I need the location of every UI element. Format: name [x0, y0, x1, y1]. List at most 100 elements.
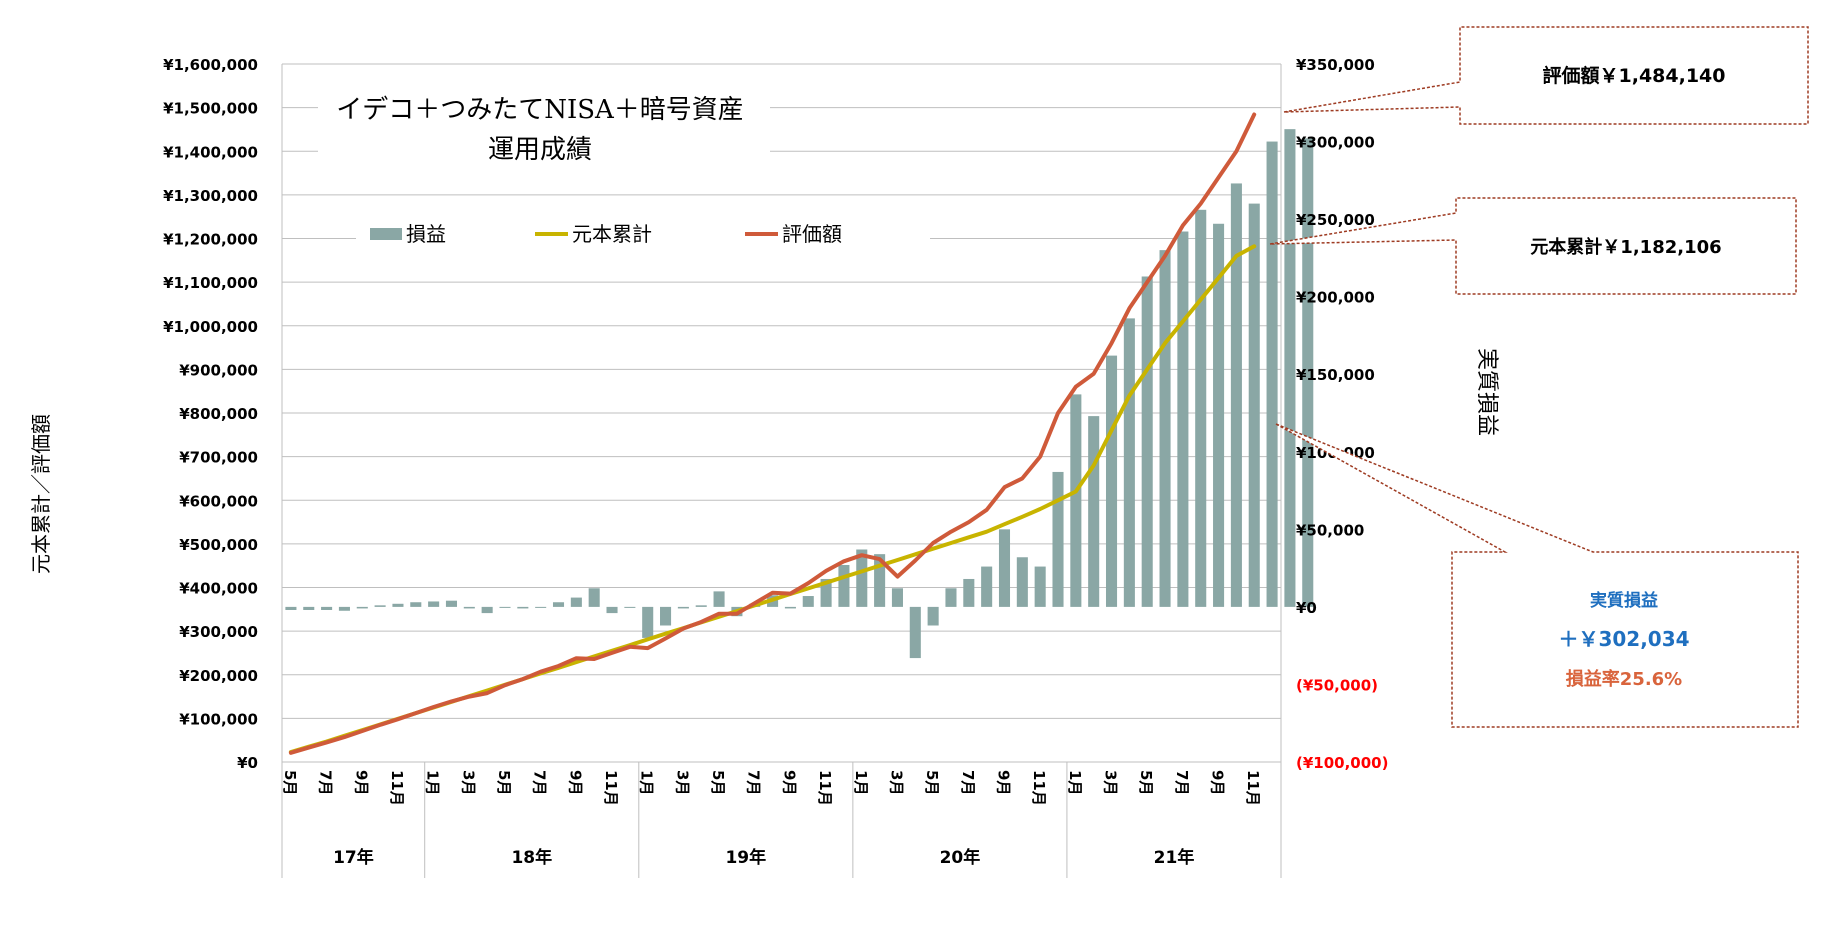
- y-tick-label: ¥1,000,000: [163, 318, 258, 336]
- bar-profit: [1159, 250, 1171, 607]
- callout-profit-box: [1275, 423, 1799, 728]
- legend-swatch-bar: [370, 228, 402, 240]
- y-tick-label: ¥500,000: [179, 536, 258, 554]
- y-tick-label: ¥600,000: [179, 492, 258, 510]
- y2-tick-label: (¥50,000): [1296, 676, 1378, 694]
- y-tick-label: ¥1,300,000: [163, 187, 258, 205]
- bar-profit: [981, 566, 993, 607]
- bar-profit: [1284, 129, 1296, 607]
- bar-profit: [535, 606, 547, 608]
- bar-profit: [481, 606, 493, 614]
- bar-profit: [338, 606, 350, 611]
- x-tick-label: 9月: [566, 770, 584, 795]
- y2-tick-label: ¥350,000: [1296, 56, 1375, 74]
- bar-profit: [642, 606, 654, 638]
- legend-label-profit: 損益: [406, 222, 446, 246]
- y-tick-label: ¥200,000: [179, 667, 258, 685]
- bar-profit: [624, 606, 636, 608]
- y-tick-label: ¥100,000: [179, 710, 258, 728]
- y-tick-label: ¥0: [237, 754, 258, 772]
- callout-valuation-text: 評価額￥1,484,140: [1543, 64, 1726, 87]
- x-tick-label: 9月: [1209, 770, 1227, 795]
- x-tick-label: 1月: [638, 770, 656, 795]
- callout-profit-value: ＋￥302,034: [1558, 627, 1689, 651]
- bar-profit: [713, 591, 725, 607]
- bar-profit: [303, 606, 315, 610]
- chart-title-line1: イデコ＋つみたてNISA＋暗号資産: [336, 95, 744, 125]
- x-tick-label: 5月: [281, 770, 299, 795]
- bar-profit: [606, 606, 618, 614]
- bar-profit: [909, 606, 921, 659]
- bar-profit: [891, 588, 903, 607]
- callout-principal-text: 元本累計￥1,182,106: [1530, 236, 1721, 258]
- y-tick-label: ¥1,600,000: [163, 56, 258, 74]
- x-tick-label: 11月: [602, 770, 620, 806]
- x-tick-label: 11月: [1030, 770, 1048, 806]
- y2-axis-label: 実質損益: [1474, 348, 1499, 436]
- bar-profit: [1070, 394, 1082, 607]
- bar-profit: [321, 606, 333, 610]
- bar-profit: [356, 606, 368, 609]
- y2-axis-ticks: (¥100,000)(¥50,000)¥0¥50,000¥100,000¥150…: [1296, 56, 1388, 772]
- bar-profit: [998, 529, 1011, 607]
- chart-title-line2: 運用成績: [488, 135, 592, 165]
- line-series: [288, 112, 1257, 755]
- y-tick-label: ¥300,000: [179, 623, 258, 641]
- bar-profit: [570, 597, 582, 607]
- bar-profit: [588, 588, 600, 607]
- bar-profit: [1016, 557, 1028, 607]
- bar-profit: [463, 606, 475, 609]
- y-tick-label: ¥400,000: [179, 580, 258, 598]
- bar-profit: [1123, 318, 1135, 607]
- x-tick-label: 1月: [852, 770, 870, 795]
- y-tick-label: ¥1,500,000: [163, 100, 258, 118]
- legend-background: [356, 210, 930, 256]
- bar-series: [285, 129, 1314, 659]
- axes: [281, 64, 1282, 878]
- bar-profit: [1302, 138, 1314, 607]
- title-background: [318, 84, 770, 174]
- bar-profit: [1052, 471, 1064, 607]
- bar-profit: [784, 606, 796, 609]
- bar-profit: [1230, 183, 1242, 607]
- x-tick-label: 9月: [780, 770, 798, 795]
- callout-principal-box: [1269, 197, 1797, 295]
- x-tick-label: 11月: [816, 770, 834, 806]
- x-tick-label: 1月: [1066, 770, 1084, 795]
- bar-profit: [517, 606, 529, 609]
- bar-profit: [1248, 203, 1260, 607]
- x-tick-label: 3月: [888, 770, 906, 795]
- y-axis-label: 元本累計／評価額: [29, 414, 53, 574]
- bar-profit: [874, 554, 886, 607]
- x-tick-label: 3月: [459, 770, 477, 795]
- bar-profit: [1105, 355, 1118, 607]
- bar-profit: [428, 601, 440, 607]
- x-tick-label: 5月: [923, 770, 941, 795]
- callout-profit: 実質損益 ＋￥302,034 損益率25.6%: [1275, 423, 1799, 728]
- x-tick-label: 7月: [745, 770, 763, 795]
- bar-profit: [445, 600, 458, 607]
- y-tick-label: ¥1,200,000: [163, 231, 258, 249]
- bar-profit: [1195, 209, 1207, 607]
- y2-tick-label: ¥300,000: [1296, 134, 1375, 152]
- x-tick-label: 7月: [531, 770, 549, 795]
- x-tick-label: 1月: [424, 770, 442, 795]
- year-label: 18年: [511, 847, 552, 868]
- y-tick-label: ¥800,000: [179, 405, 258, 423]
- callout-valuation-box: [1283, 26, 1809, 125]
- bar-profit: [695, 605, 707, 607]
- bar-profit: [410, 602, 422, 607]
- bar-profit: [660, 606, 672, 626]
- y-tick-label: ¥1,100,000: [163, 274, 258, 292]
- bar-profit: [552, 602, 565, 607]
- x-tick-label: 7月: [959, 770, 977, 795]
- x-tick-label: 5月: [709, 770, 727, 795]
- year-label: 19年: [725, 847, 766, 868]
- bar-profit: [945, 588, 957, 607]
- legend-label-principal: 元本累計: [572, 222, 652, 246]
- callout-profit-title: 実質損益: [1590, 590, 1658, 611]
- x-tick-label: 3月: [1102, 770, 1120, 795]
- y-tick-label: ¥900,000: [179, 361, 258, 379]
- y2-tick-label: ¥150,000: [1296, 366, 1375, 384]
